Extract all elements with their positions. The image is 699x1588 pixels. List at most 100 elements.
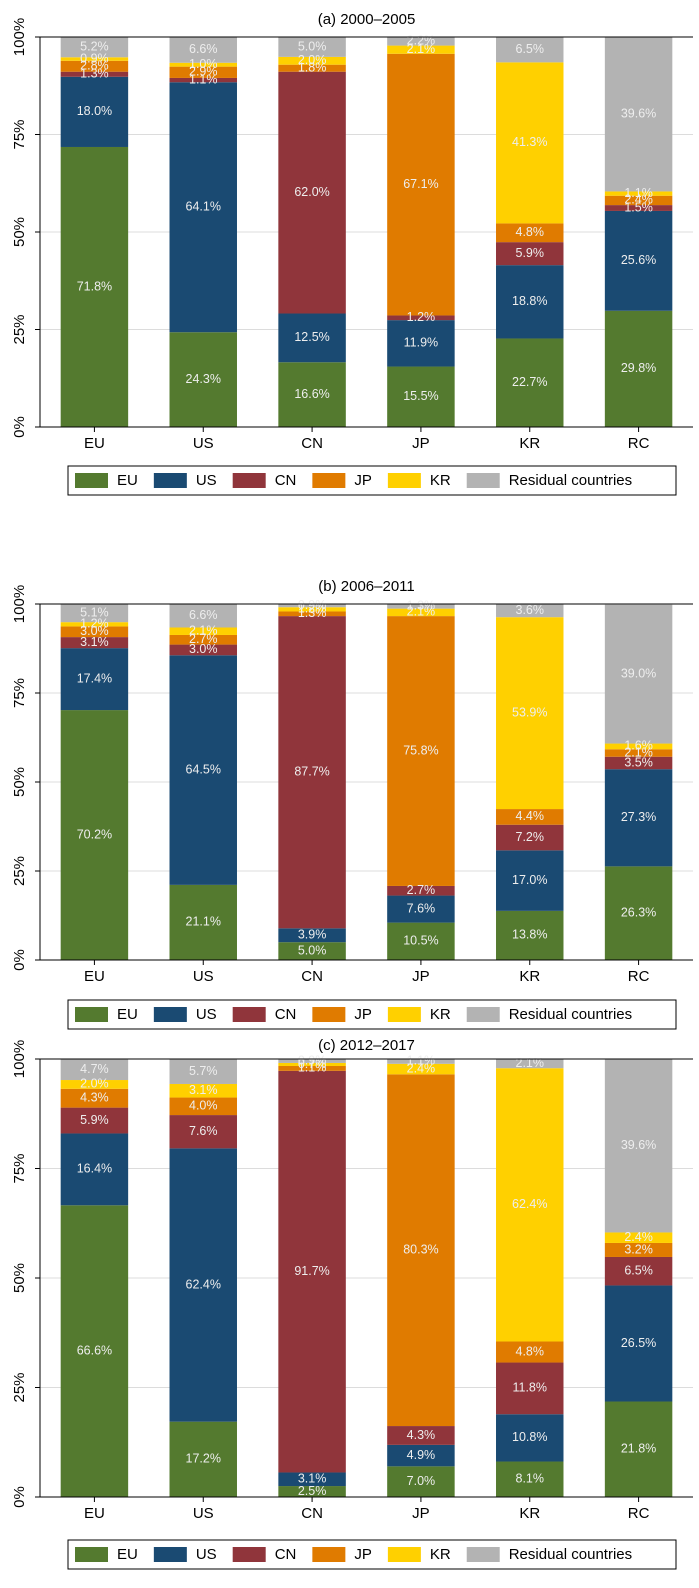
x-tick-label: EU (84, 435, 105, 452)
bar-segment (604, 866, 673, 960)
bar-segment (169, 66, 237, 78)
value-label: 1.8% (298, 60, 327, 74)
legend-label: Residual countries (509, 472, 632, 489)
value-label: 2.2% (407, 34, 436, 48)
legend-swatch (466, 1007, 500, 1022)
x-tick-label: KR (519, 435, 540, 452)
value-label: 8.1% (516, 1472, 545, 1486)
bar-segment (496, 824, 564, 851)
bar-segment (604, 749, 673, 757)
value-label: 16.6% (294, 387, 329, 401)
value-label: 5.0% (298, 943, 327, 957)
value-label: 29.8% (621, 361, 656, 375)
x-tick-label: EU (84, 1505, 105, 1522)
bar-segment (60, 1080, 129, 1089)
bar-segment (278, 313, 346, 363)
bar-segment (278, 942, 346, 960)
value-label: 27.3% (621, 810, 656, 824)
legend-swatch (466, 1547, 500, 1562)
bar-segment (604, 210, 673, 311)
value-label: 15.5% (403, 389, 438, 403)
bar-segment (278, 611, 346, 617)
y-tick-label: 75% (11, 119, 28, 149)
bar-segment (387, 37, 455, 46)
bar-segment (604, 1285, 673, 1402)
bar-segment (496, 265, 564, 339)
x-tick-label: CN (301, 1505, 323, 1522)
value-label: 4.8% (516, 1344, 545, 1358)
value-label: 2.1% (407, 42, 436, 56)
value-label: 24.3% (186, 372, 221, 386)
value-label: 4.9% (407, 1448, 436, 1462)
bar-segment (60, 637, 129, 649)
chart-title: (c) 2012–2017 (318, 1037, 415, 1054)
value-label: 0.9% (80, 51, 109, 65)
bar-segment (496, 62, 564, 224)
value-label: 11.9% (404, 336, 439, 350)
y-tick-label: 50% (11, 217, 28, 247)
value-label: 62.4% (512, 1197, 547, 1211)
y-tick-label: 75% (11, 1153, 28, 1183)
legend-label: EU (117, 472, 138, 489)
bar-segment (387, 604, 455, 609)
bar-segment (496, 604, 564, 618)
bar-segment (387, 320, 455, 367)
bar-segment (387, 1426, 455, 1445)
bar-segment (169, 62, 237, 67)
legend-label: JP (354, 1006, 372, 1023)
bar-segment (496, 1362, 564, 1415)
bar-segment (60, 76, 129, 147)
bar-segment (496, 1461, 564, 1497)
y-tick-label: 0% (11, 949, 28, 971)
bar-segment (496, 1059, 564, 1069)
value-label: 3.1% (298, 1472, 327, 1486)
x-tick-label: RC (628, 435, 650, 452)
value-label: 1.6% (624, 739, 653, 753)
bar-segment (60, 626, 129, 638)
bar-segment (60, 1205, 129, 1497)
bar-segment (604, 1401, 673, 1497)
value-label: 80.3% (403, 1242, 438, 1256)
bar-segment (604, 1059, 673, 1233)
y-tick-label: 50% (11, 1263, 28, 1293)
value-label: 2.7% (407, 883, 436, 897)
bar-segment (387, 1059, 455, 1064)
value-label: 5.1% (80, 605, 109, 619)
legend-swatch (312, 1007, 346, 1022)
value-label: 41.3% (512, 135, 547, 149)
value-label: 2.4% (624, 193, 653, 207)
y-tick-label: 100% (11, 18, 28, 56)
legend-box (67, 465, 677, 496)
x-tick-label: RC (628, 968, 650, 985)
bar-segment (60, 622, 129, 627)
bar-segment (169, 644, 237, 656)
value-label: 5.0% (298, 39, 327, 53)
value-label: 62.4% (186, 1277, 221, 1291)
x-tick-label: JP (412, 968, 430, 985)
y-tick-label: 100% (11, 585, 28, 623)
x-tick-label: CN (301, 968, 323, 985)
value-label: 39.0% (621, 666, 656, 680)
value-label: 1.2% (80, 617, 109, 631)
value-label: 13.8% (512, 928, 547, 942)
legend-swatch (232, 1547, 266, 1562)
value-label: 2.5% (298, 1484, 327, 1498)
value-label: 2.8% (80, 59, 109, 73)
bar-segment (60, 604, 129, 623)
value-label: 7.6% (407, 901, 436, 915)
value-label: 17.4% (77, 671, 112, 685)
value-label: 2.0% (80, 1077, 109, 1091)
bar-segment (169, 884, 237, 960)
value-label: 26.5% (621, 1336, 656, 1350)
value-label: 4.3% (80, 1090, 109, 1104)
bar-segment (169, 655, 237, 885)
y-tick-label: 25% (11, 1372, 28, 1402)
bar-segment (496, 338, 564, 427)
value-label: 64.5% (186, 762, 221, 776)
bar-segment (496, 1414, 564, 1462)
legend-swatch (75, 1007, 108, 1022)
bar-segment (496, 37, 564, 63)
value-label: 0.9% (298, 1053, 327, 1067)
bar-segment (169, 634, 237, 645)
value-label: 2.4% (624, 1230, 653, 1244)
